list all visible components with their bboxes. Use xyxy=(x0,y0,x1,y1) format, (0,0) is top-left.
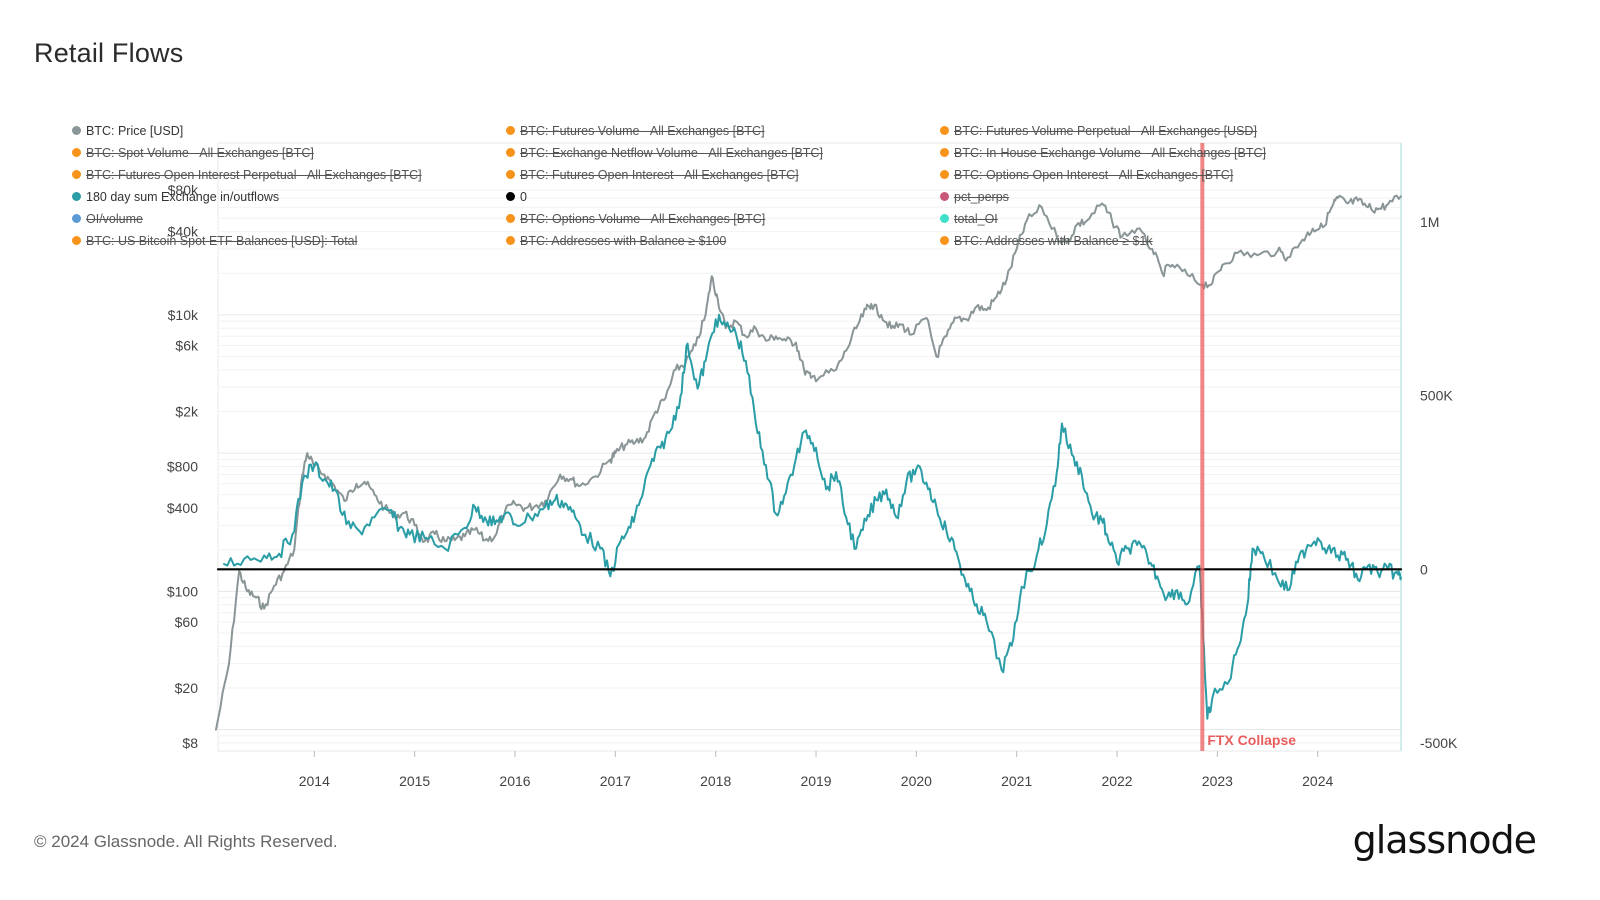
legend-dot-icon xyxy=(506,170,515,179)
legend-label: pct_perps xyxy=(954,189,1009,204)
legend-item[interactable]: BTC: Options Open Interest - All Exchang… xyxy=(940,166,1374,183)
legend-label: total_OI xyxy=(954,211,998,226)
legend-dot-icon xyxy=(72,236,81,245)
legend-dot-icon xyxy=(940,192,949,201)
legend-item[interactable]: BTC: Price [USD] xyxy=(72,122,506,139)
y-left-tick-label: $20 xyxy=(175,680,199,696)
x-tick-label: 2023 xyxy=(1202,773,1233,789)
legend-label: BTC: Futures Volume Perpetual - All Exch… xyxy=(954,123,1257,138)
x-tick-label: 2020 xyxy=(901,773,932,789)
legend-dot-icon xyxy=(506,148,515,157)
legend-item[interactable]: BTC: Futures Open Interest - All Exchang… xyxy=(506,166,940,183)
legend-item[interactable]: BTC: US Bitcoin Spot ETF Balances [USD]:… xyxy=(72,232,506,249)
legend-item[interactable]: BTC: In-House Exchange Volume - All Exch… xyxy=(940,144,1374,161)
legend-dot-icon xyxy=(72,148,81,157)
legend-item[interactable]: BTC: Addresses with Balance ≥ $1k xyxy=(940,232,1374,249)
series-line xyxy=(223,313,1402,720)
series-line xyxy=(215,194,1402,731)
annotation-marker xyxy=(1200,143,1205,751)
y-left-tick-label: $40k xyxy=(168,224,199,240)
copyright-footer: © 2024 Glassnode. All Rights Reserved. xyxy=(34,832,338,851)
x-tick-label: 2019 xyxy=(800,773,831,789)
x-tick-label: 2021 xyxy=(1001,773,1032,789)
legend-dot-icon xyxy=(940,126,949,135)
series-layer xyxy=(215,194,1403,731)
legend-label: BTC: Options Volume - All Exchanges [BTC… xyxy=(520,211,766,226)
legend-dot-icon xyxy=(72,214,81,223)
legend-item[interactable]: BTC: Futures Volume - All Exchanges [BTC… xyxy=(506,122,940,139)
legend-dot-icon xyxy=(940,170,949,179)
axis-layer: 2014 2015 2016 2017 2018 2019 2020 2021 2022 2023… xyxy=(167,182,1458,789)
legend-dot-icon xyxy=(506,214,515,223)
legend-label: BTC: Price [USD] xyxy=(86,123,184,138)
legend-label: BTC: Futures Open Interest Perpetual - A… xyxy=(86,167,422,182)
legend-label: BTC: Spot Volume - All Exchanges [BTC] xyxy=(86,145,314,160)
legend-label: BTC: Futures Volume - All Exchanges [BTC… xyxy=(520,123,765,138)
y-right-tick-label: 1M xyxy=(1420,214,1439,230)
x-tick-label: 2017 xyxy=(600,773,631,789)
legend-dot-icon xyxy=(72,170,81,179)
annotation-layer: FTX Collapse xyxy=(1200,143,1296,751)
legend-label: BTC: US Bitcoin Spot ETF Balances [USD]:… xyxy=(86,233,358,248)
y-left-tick-label: $6k xyxy=(175,338,199,354)
legend-label: BTC: Addresses with Balance ≥ $1k xyxy=(954,233,1153,248)
x-tick-label: 2015 xyxy=(399,773,430,789)
legend-dot-icon xyxy=(72,192,81,201)
x-tick-label: 2022 xyxy=(1101,773,1132,789)
legend-dot-icon xyxy=(506,126,515,135)
legend-item[interactable]: 0 xyxy=(506,188,940,205)
legend-label: BTC: Exchange Netflow Volume - All Excha… xyxy=(520,145,823,160)
legend-item[interactable]: 180 day sum Exchange in/outflows xyxy=(72,188,506,205)
legend-label: BTC: Futures Open Interest - All Exchang… xyxy=(520,167,799,182)
x-tick-label: 2018 xyxy=(700,773,731,789)
y-left-tick-label: $2k xyxy=(175,403,199,419)
y-left-tick-label: $8 xyxy=(182,735,198,751)
x-tick-label: 2014 xyxy=(299,773,330,789)
legend-dot-icon xyxy=(72,126,81,135)
legend-label: BTC: In-House Exchange Volume - All Exch… xyxy=(954,145,1266,160)
legend-item[interactable]: BTC: Options Volume - All Exchanges [BTC… xyxy=(506,210,940,227)
x-tick-label: 2016 xyxy=(499,773,530,789)
y-right-tick-label: 500K xyxy=(1420,388,1453,404)
y-right-tick-label: -500K xyxy=(1420,735,1458,751)
legend-dot-icon xyxy=(940,214,949,223)
legend-item[interactable]: BTC: Spot Volume - All Exchanges [BTC] xyxy=(72,144,506,161)
legend-dot-icon xyxy=(940,236,949,245)
y-left-tick-label: $400 xyxy=(167,500,198,516)
brand-logo[interactable]: glassnode xyxy=(1352,818,1537,862)
legend-label: OI/volume xyxy=(86,211,143,226)
legend-dot-icon xyxy=(506,236,515,245)
y-left-tick-label: $80k xyxy=(168,182,199,198)
y-left-tick-label: $100 xyxy=(167,583,198,599)
legend-item[interactable]: total_OI xyxy=(940,210,1374,227)
legend-label: BTC: Addresses with Balance ≥ $100 xyxy=(520,233,727,248)
legend-dot-icon xyxy=(506,192,515,201)
legend-item[interactable]: BTC: Addresses with Balance ≥ $100 xyxy=(506,232,940,249)
legend-item[interactable]: BTC: Futures Volume Perpetual - All Exch… xyxy=(940,122,1374,139)
x-tick-label: 2024 xyxy=(1302,773,1333,789)
legend-item[interactable]: OI/volume xyxy=(72,210,506,227)
legend-label: 180 day sum Exchange in/outflows xyxy=(86,189,280,204)
annotation-label: FTX Collapse xyxy=(1207,732,1296,748)
y-right-tick-label: 0 xyxy=(1420,561,1428,577)
legend-item[interactable]: pct_perps xyxy=(940,188,1374,205)
y-left-tick-label: $800 xyxy=(167,459,198,475)
legend-item[interactable]: BTC: Futures Open Interest Perpetual - A… xyxy=(72,166,506,183)
chart-title: Retail Flows xyxy=(34,38,184,68)
y-left-tick-label: $60 xyxy=(175,614,199,630)
legend-item[interactable]: BTC: Exchange Netflow Volume - All Excha… xyxy=(506,144,940,161)
y-left-tick-label: $10k xyxy=(168,307,199,323)
chart-legend: BTC: Price [USD] BTC: Futures Volume - Al… xyxy=(72,122,1392,249)
legend-dot-icon xyxy=(940,148,949,157)
legend-label: BTC: Options Open Interest - All Exchang… xyxy=(954,167,1234,182)
legend-label: 0 xyxy=(520,189,527,204)
